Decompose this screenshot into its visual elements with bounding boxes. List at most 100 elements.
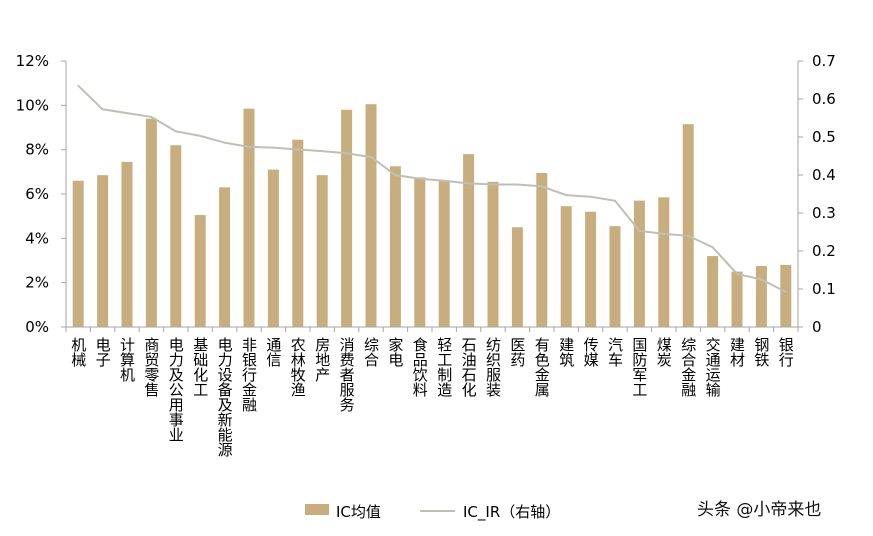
ic-ir-point — [126, 112, 128, 114]
category-label: 石油石化 — [460, 337, 478, 397]
left-axis-tick-label: 6% — [25, 185, 49, 203]
ic-mean-bar — [72, 180, 84, 327]
legend: IC均值 IC_IR（右轴） — [305, 503, 560, 522]
ic-mean-bar — [658, 197, 670, 327]
ic-mean-bar — [487, 181, 499, 327]
ic-ir-point — [760, 278, 763, 281]
category-label: 家电 — [386, 337, 404, 367]
ic-mean-bar — [585, 211, 597, 327]
ic-ir-point — [223, 141, 226, 144]
ic-ir-point — [394, 174, 397, 176]
category-label: 煤炭 — [655, 337, 673, 367]
ic-mean-bar — [511, 227, 523, 327]
category-label: 计算机 — [118, 337, 136, 383]
category-label: 农林牧渔 — [289, 337, 307, 397]
x-axis — [65, 326, 799, 332]
watermark: 头条 @小帝来也 — [697, 500, 821, 520]
ic-mean-bar — [682, 124, 694, 327]
category-label: 建材 — [728, 337, 746, 367]
ic-ir-point — [785, 291, 787, 293]
ic-ir-series-line — [77, 84, 787, 293]
ic-ir-point — [77, 84, 79, 87]
right-axis-tick-label: 0.6 — [812, 90, 836, 108]
left-axis-tick-label: 4% — [25, 229, 49, 247]
category-label: 电力设备及新能源 — [216, 337, 234, 457]
left-axis-tick-label: 10% — [16, 96, 49, 114]
ic-mean-bar — [707, 256, 719, 327]
ic-ir-point — [175, 130, 177, 133]
ic-mean-bar — [316, 175, 328, 327]
category-label: 基础化工 — [191, 337, 209, 397]
category-label: 钢铁 — [752, 337, 770, 367]
ic-ir-point — [736, 273, 738, 275]
ic-mean-bar — [365, 104, 377, 327]
ic-mean-bar — [463, 154, 475, 327]
right-axis-tick-label: 0.3 — [812, 204, 836, 222]
left-axis-tick-label: 8% — [25, 141, 49, 159]
ic-ir-point — [370, 156, 372, 158]
right-axis-tick-label: 0 — [812, 318, 822, 336]
ic-ir-point — [638, 230, 641, 232]
ic-mean-bar — [97, 175, 109, 327]
ic-ir-point — [272, 146, 275, 149]
ic-mean-bar — [438, 180, 450, 327]
category-label: 综合金融 — [679, 337, 697, 397]
category-label: 医药 — [508, 337, 526, 368]
ic-ir-point — [248, 146, 250, 148]
ic-mean-bar — [389, 166, 401, 327]
right-axis-tick-label: 0.4 — [812, 166, 836, 184]
ic-ir-line — [77, 84, 787, 293]
category-label: 房地产 — [313, 337, 331, 382]
ic-mean-bar — [145, 118, 157, 327]
ic-ir-point — [150, 116, 153, 118]
ic-mean-bar — [414, 177, 426, 327]
legend-ic-mean: IC均值 — [336, 503, 381, 521]
ic-mean-bar — [341, 109, 353, 328]
ic-ir-point — [467, 182, 470, 185]
category-label: 有色金属 — [533, 337, 551, 397]
ic-mean-bars — [72, 104, 792, 328]
left-axis-tick-label: 12% — [16, 52, 49, 70]
left-axis-tick-label: 0% — [25, 318, 49, 336]
ic-ir-point — [443, 179, 446, 182]
category-label: 建筑 — [557, 337, 575, 368]
ic-ir-point — [199, 135, 201, 137]
category-label: 汽车 — [606, 337, 624, 367]
legend-ic-ir: IC_IR（右轴） — [463, 503, 560, 522]
category-label: 非银行金融 — [240, 337, 258, 412]
category-label: 银行 — [777, 337, 795, 368]
ic-ir-point — [492, 183, 494, 186]
ic-ir-point — [565, 194, 567, 196]
ic-ir-point — [711, 246, 714, 248]
ic-mean-bar — [292, 139, 304, 327]
ic-ir-point — [541, 185, 543, 188]
ic-ir-point — [101, 108, 104, 111]
category-label: 交通运输 — [704, 336, 722, 397]
ic-mean-bar — [194, 215, 206, 327]
ic-ir-point — [297, 148, 299, 151]
ic-mean-bar — [267, 169, 279, 327]
right-axis-tick-label: 0.1 — [812, 280, 836, 298]
ic-mean-bar — [170, 145, 182, 327]
category-label: 传媒 — [582, 337, 600, 367]
right-axis-tick-label: 0.5 — [812, 128, 836, 146]
ic-ir-point — [589, 195, 592, 198]
category-label: 电力及公用事业 — [167, 337, 185, 442]
ic-mean-bar — [219, 187, 231, 327]
right-axis: 0 0.1 0.2 0.3 0.4 0.5 0.6 0.7 — [797, 52, 836, 336]
category-label: 机械 — [69, 337, 87, 367]
category-label: 食品饮料 — [411, 337, 429, 397]
category-label: 商贸零售 — [142, 337, 160, 397]
category-label: 轻工制造 — [435, 337, 453, 398]
category-label: 通信 — [264, 337, 282, 367]
ic-mean-bar — [243, 108, 255, 328]
ic-ir-point — [419, 178, 421, 180]
category-label: 消费者服务 — [338, 337, 356, 413]
ic-ir-point — [321, 150, 324, 152]
ic-ir-point — [663, 233, 665, 235]
ic-mean-bar — [609, 226, 621, 327]
ic-mean-bar — [536, 172, 548, 327]
ic-ir-point — [516, 183, 519, 186]
ic-ir-point — [687, 235, 689, 237]
